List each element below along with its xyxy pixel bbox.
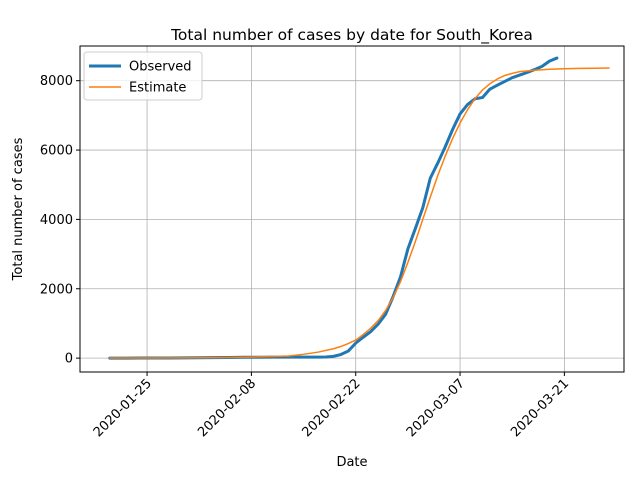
legend-box xyxy=(83,51,203,101)
grid xyxy=(80,46,624,372)
legend: Observed Estimate xyxy=(83,51,203,101)
y-tick-label: 4000 xyxy=(40,213,73,228)
series-layer xyxy=(108,56,610,360)
y-axis-label: Total number of cases xyxy=(11,137,26,281)
x-axis-label: Date xyxy=(336,455,367,470)
series-estimate-line xyxy=(109,67,610,359)
y-tick-label: 6000 xyxy=(40,144,73,159)
y-tick-label: 2000 xyxy=(40,282,73,297)
chart-title: Total number of cases by date for South_… xyxy=(170,26,533,45)
y-tick-label: 0 xyxy=(65,352,73,367)
legend-label-estimate: Estimate xyxy=(129,81,186,96)
y-axis: 0 2000 4000 6000 8000 xyxy=(40,74,80,367)
y-tick-label: 8000 xyxy=(40,74,73,89)
legend-label-observed: Observed xyxy=(129,60,192,75)
plot-frame xyxy=(79,45,625,373)
